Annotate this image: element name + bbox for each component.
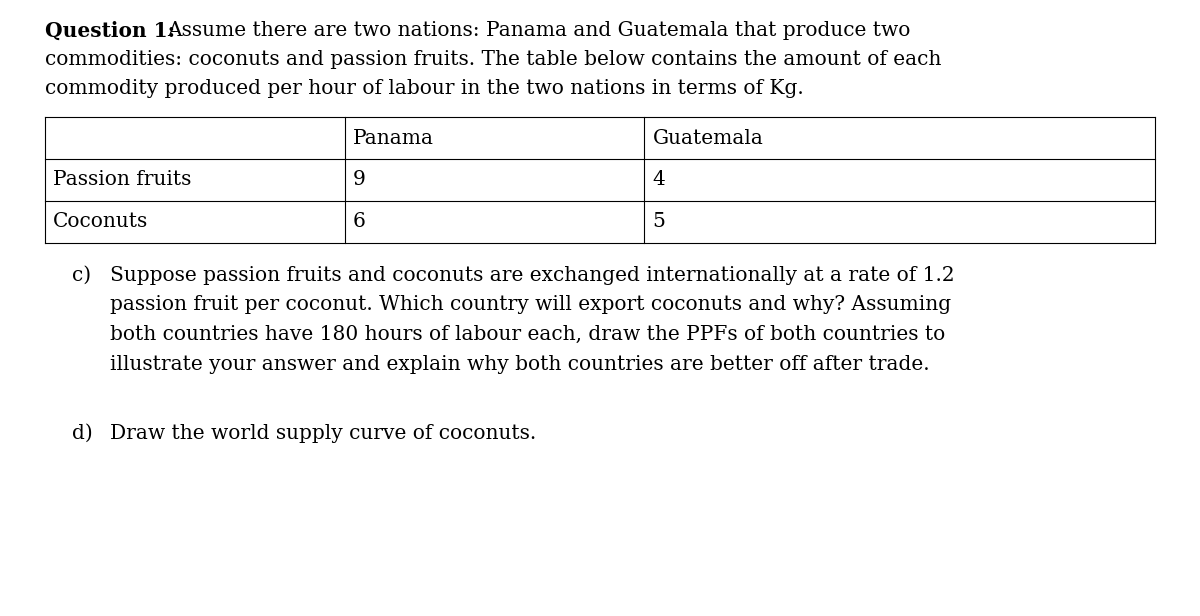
Text: d): d) bbox=[72, 424, 92, 443]
Text: both countries have 180 hours of labour each, draw the PPFs of both countries to: both countries have 180 hours of labour … bbox=[110, 325, 946, 344]
Text: 6: 6 bbox=[353, 213, 366, 232]
Text: commodities: coconuts and passion fruits. The table below contains the amount of: commodities: coconuts and passion fruits… bbox=[46, 50, 941, 69]
Text: Panama: Panama bbox=[353, 129, 433, 147]
Text: Assume there are two nations: Panama and Guatemala that produce two: Assume there are two nations: Panama and… bbox=[167, 21, 911, 40]
Text: Draw the world supply curve of coconuts.: Draw the world supply curve of coconuts. bbox=[110, 424, 536, 443]
Text: Guatemala: Guatemala bbox=[653, 129, 763, 147]
Text: 9: 9 bbox=[353, 171, 366, 190]
Text: Passion fruits: Passion fruits bbox=[53, 171, 191, 190]
Text: commodity produced per hour of labour in the two nations in terms of Kg.: commodity produced per hour of labour in… bbox=[46, 79, 804, 98]
Text: Suppose passion fruits and coconuts are exchanged internationally at a rate of 1: Suppose passion fruits and coconuts are … bbox=[110, 266, 955, 285]
Text: passion fruit per coconut. Which country will export coconuts and why? Assuming: passion fruit per coconut. Which country… bbox=[110, 296, 952, 315]
Text: c): c) bbox=[72, 266, 91, 285]
Text: illustrate your answer and explain why both countries are better off after trade: illustrate your answer and explain why b… bbox=[110, 354, 930, 373]
Text: Question 1:: Question 1: bbox=[46, 21, 175, 41]
Text: Coconuts: Coconuts bbox=[53, 213, 149, 232]
Text: 4: 4 bbox=[653, 171, 665, 190]
Text: 5: 5 bbox=[653, 213, 665, 232]
